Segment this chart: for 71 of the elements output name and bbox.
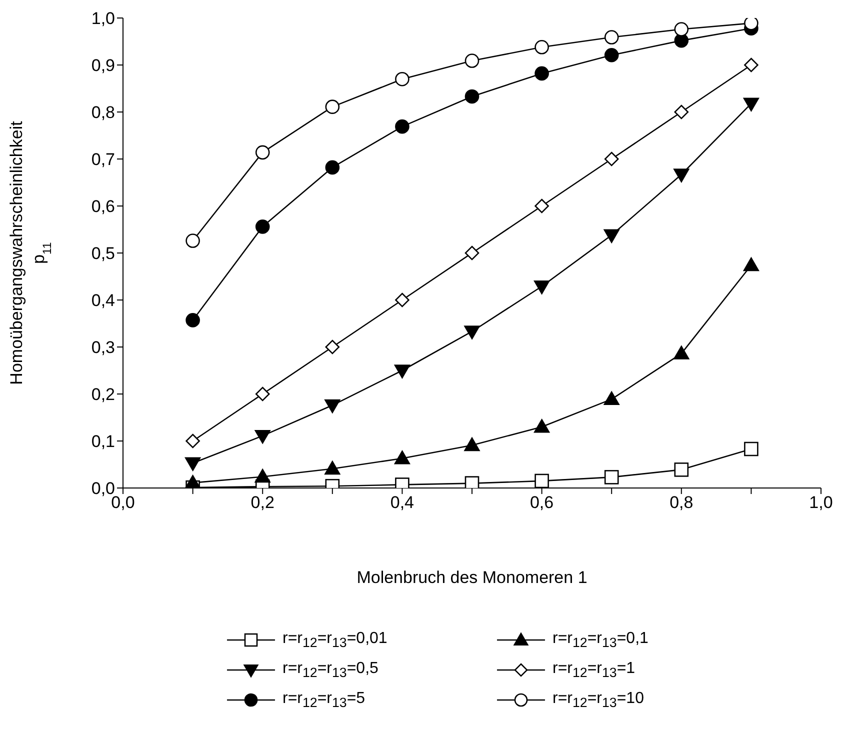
- point: [255, 386, 270, 402]
- point: [743, 257, 759, 272]
- point: [604, 229, 620, 243]
- point: [325, 100, 340, 114]
- point: [604, 391, 620, 406]
- point: [254, 430, 270, 444]
- point: [395, 72, 410, 86]
- point: [325, 160, 340, 175]
- point: [324, 399, 340, 414]
- point: [464, 246, 480, 260]
- point: [186, 434, 200, 448]
- point: [534, 419, 550, 433]
- point: [185, 475, 201, 488]
- point: [743, 98, 759, 112]
- point: [395, 292, 410, 308]
- y-tick-label: 0,2: [91, 385, 115, 404]
- x-tick-label: 1,0: [809, 493, 833, 512]
- point: [186, 313, 200, 328]
- point: [324, 460, 340, 475]
- point: [255, 220, 270, 234]
- point: [674, 346, 690, 360]
- legend-label: r=r$_{12}$=r$_{13}$=0,5: [282, 660, 378, 680]
- legend-label: r=r$_{12}$=r$_{13}$=0,01: [282, 630, 388, 650]
- point: [744, 442, 758, 456]
- point: [744, 58, 758, 72]
- point: [534, 40, 549, 54]
- legend-label: r=r$_{12}$=r$_{13}$=0,1: [552, 630, 648, 650]
- point: [604, 470, 619, 484]
- point: [674, 462, 689, 477]
- point: [325, 340, 340, 354]
- point: [534, 198, 549, 214]
- y-tick-label: 0,9: [91, 56, 115, 76]
- x-tick-label: 0,0: [111, 493, 135, 512]
- point: [534, 474, 549, 488]
- point: [464, 54, 480, 68]
- point: [744, 18, 758, 30]
- point: [674, 22, 689, 36]
- point: [604, 30, 619, 44]
- x-tick-label: 0,4: [390, 493, 414, 512]
- point: [464, 326, 480, 340]
- point: [394, 364, 410, 378]
- legend-label: r=r$_{12}$=r$_{13}$=1: [552, 660, 636, 680]
- y-tick-label: 0,3: [91, 338, 115, 358]
- point: [674, 168, 690, 182]
- x-tick-label: 0,2: [250, 493, 274, 512]
- point: [604, 48, 619, 62]
- point: [464, 437, 480, 452]
- point: [254, 468, 270, 483]
- point: [534, 66, 549, 81]
- point: [674, 104, 689, 120]
- point: [186, 234, 200, 248]
- x-tick-label: 0,8: [670, 493, 694, 512]
- legend-label: r=r$_{12}$=r$_{13}$=10: [552, 690, 644, 711]
- y-tick-label: 0,8: [91, 103, 115, 122]
- point: [464, 476, 480, 488]
- y-tick-label: 1,0: [91, 9, 115, 28]
- y-tick-label: 0,4: [91, 291, 115, 310]
- y-tick-label: 0,6: [91, 197, 115, 216]
- x-axis-title: Molenbruch des Monomeren 1: [356, 568, 588, 587]
- point: [534, 280, 550, 294]
- point: [255, 145, 270, 160]
- point: [394, 450, 410, 464]
- y-tick-label: 0,1: [91, 432, 115, 452]
- y-tick-label: 0,7: [91, 150, 115, 170]
- point: [395, 119, 410, 134]
- point: [464, 89, 480, 104]
- y-tick-label: 0,5: [91, 244, 115, 264]
- x-tick-label: 0,6: [530, 493, 554, 512]
- legend-label: r=r$_{12}$=r$_{13}$=5: [282, 690, 366, 711]
- point: [604, 152, 619, 166]
- point: [185, 457, 201, 471]
